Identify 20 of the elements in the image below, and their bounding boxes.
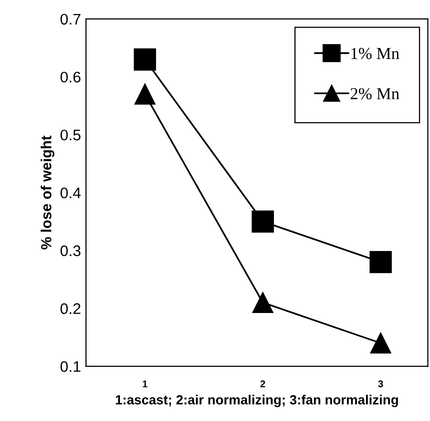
x-axis-title: 1:ascast; 2:air normalizing; 3:fan normalizing (116, 394, 398, 408)
y-tick-label: 0.1 (60, 361, 80, 372)
point (252, 292, 274, 314)
point (370, 250, 392, 274)
legend-label: 1% Mn (351, 48, 400, 60)
y-axis-title: % lose of weight (40, 136, 54, 250)
y-tick-label: 0.2 (60, 303, 80, 314)
point (252, 210, 274, 233)
point (370, 332, 392, 354)
y-tick-label: 0.6 (60, 72, 80, 83)
x-tick-label: 2 (260, 380, 266, 388)
y-tick-label: 0.3 (60, 245, 80, 256)
point (134, 48, 156, 71)
y-tick-label: 0.4 (60, 187, 81, 198)
x-tick-label: 1 (142, 380, 148, 388)
x-tick-label: 3 (378, 380, 384, 388)
point (134, 84, 156, 105)
y-tick-label: 0.5 (60, 130, 80, 140)
legend-label: 2% Mn (350, 88, 400, 100)
y-tick-label: 0.7 (60, 14, 80, 25)
